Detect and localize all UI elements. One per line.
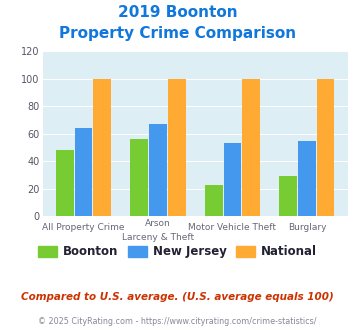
- Text: Motor Vehicle Theft: Motor Vehicle Theft: [189, 223, 277, 232]
- Bar: [279, 176, 297, 216]
- Bar: [205, 184, 223, 216]
- Bar: [168, 79, 186, 216]
- Text: Property Crime Comparison: Property Crime Comparison: [59, 26, 296, 41]
- Text: Arson: Arson: [145, 219, 171, 228]
- Text: All Property Crime: All Property Crime: [42, 223, 125, 232]
- Bar: [93, 79, 111, 216]
- Bar: [131, 139, 148, 216]
- Text: 2019 Boonton: 2019 Boonton: [118, 5, 237, 20]
- Text: Compared to U.S. average. (U.S. average equals 100): Compared to U.S. average. (U.S. average …: [21, 292, 334, 302]
- Bar: [149, 124, 167, 216]
- Legend: Boonton, New Jersey, National: Boonton, New Jersey, National: [33, 241, 322, 263]
- Bar: [56, 150, 74, 216]
- Text: Larceny & Theft: Larceny & Theft: [122, 233, 194, 242]
- Text: © 2025 CityRating.com - https://www.cityrating.com/crime-statistics/: © 2025 CityRating.com - https://www.city…: [38, 317, 317, 326]
- Bar: [242, 79, 260, 216]
- Bar: [317, 79, 334, 216]
- Bar: [224, 143, 241, 216]
- Text: Burglary: Burglary: [288, 223, 326, 232]
- Bar: [298, 141, 316, 216]
- Bar: [75, 128, 93, 216]
